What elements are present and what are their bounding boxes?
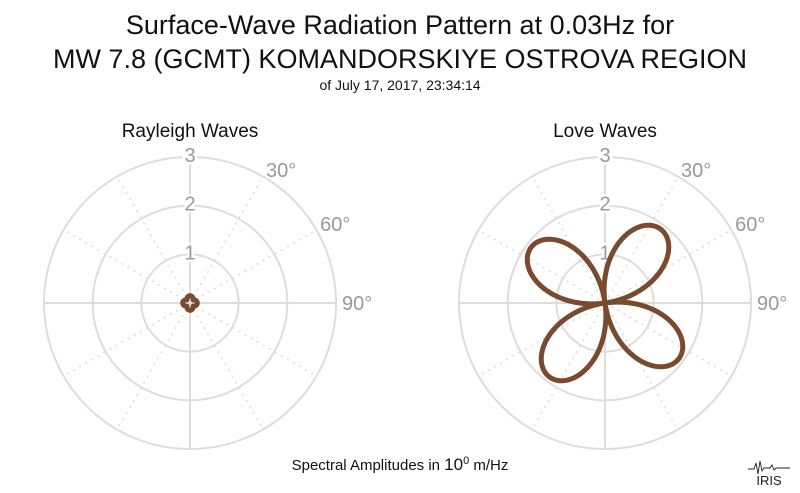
chart-title-line2: MW 7.8 (GCMT) KOMANDORSKIYE OSTROVA REGI…	[52, 44, 748, 74]
radial-tick-label: 3	[184, 145, 195, 167]
radial-spoke-dotted	[63, 302, 191, 377]
angle-label: 90°	[342, 293, 372, 315]
love-plot-title: Love Waves	[553, 121, 657, 142]
radial-spoke-dotted	[116, 176, 191, 304]
radial-spoke-dotted	[189, 176, 264, 304]
iris-logo-icon: IRIS	[748, 460, 790, 488]
radiation-pattern-curve	[180, 293, 200, 313]
angle-label: 30°	[266, 160, 296, 182]
polar-grid	[43, 156, 337, 450]
units-base: 10	[444, 455, 464, 474]
radial-spoke-dotted	[63, 229, 191, 304]
radiation-pattern-curve	[524, 222, 686, 384]
angle-label: 60°	[320, 214, 350, 236]
radial-spoke-dotted	[189, 302, 317, 377]
radial-tick-label: 2	[184, 194, 195, 216]
radial-spoke-dotted	[116, 302, 191, 430]
radial-tick-label: 2	[599, 194, 610, 216]
radial-tick-label: 3	[599, 145, 610, 167]
angle-label: 90°	[757, 293, 787, 315]
chart-subtitle: of July 17, 2017, 23:34:14	[319, 77, 481, 93]
radial-spoke-dotted	[189, 302, 264, 430]
iris-logo: IRIS	[746, 459, 792, 488]
radial-ring	[555, 253, 655, 353]
angle-label: 60°	[735, 214, 765, 236]
radial-ring	[43, 156, 337, 450]
units-prefix: Spectral Amplitudes in	[291, 457, 445, 474]
radial-ring	[91, 204, 289, 402]
radial-spoke-dotted	[189, 229, 317, 304]
radial-ring	[506, 204, 704, 402]
units-exponent: 0	[463, 455, 470, 467]
units-suffix: m/Hz	[469, 457, 509, 474]
radial-tick-label: 1	[184, 242, 195, 264]
radial-ring	[458, 156, 752, 450]
rayleigh-polar-plot: 1 2 3 30° 60° 90° Rayleigh Waves	[43, 121, 375, 450]
radial-ring	[140, 253, 240, 353]
chart-title-line1: Surface-Wave Radiation Pattern at 0.03Hz…	[125, 10, 675, 40]
amplitude-units-label: Spectral Amplitudes in 100 m/Hz	[0, 455, 800, 475]
angle-label: 30°	[681, 160, 711, 182]
iris-logo-text: IRIS	[756, 473, 782, 487]
rayleigh-plot-title: Rayleigh Waves	[122, 121, 259, 142]
